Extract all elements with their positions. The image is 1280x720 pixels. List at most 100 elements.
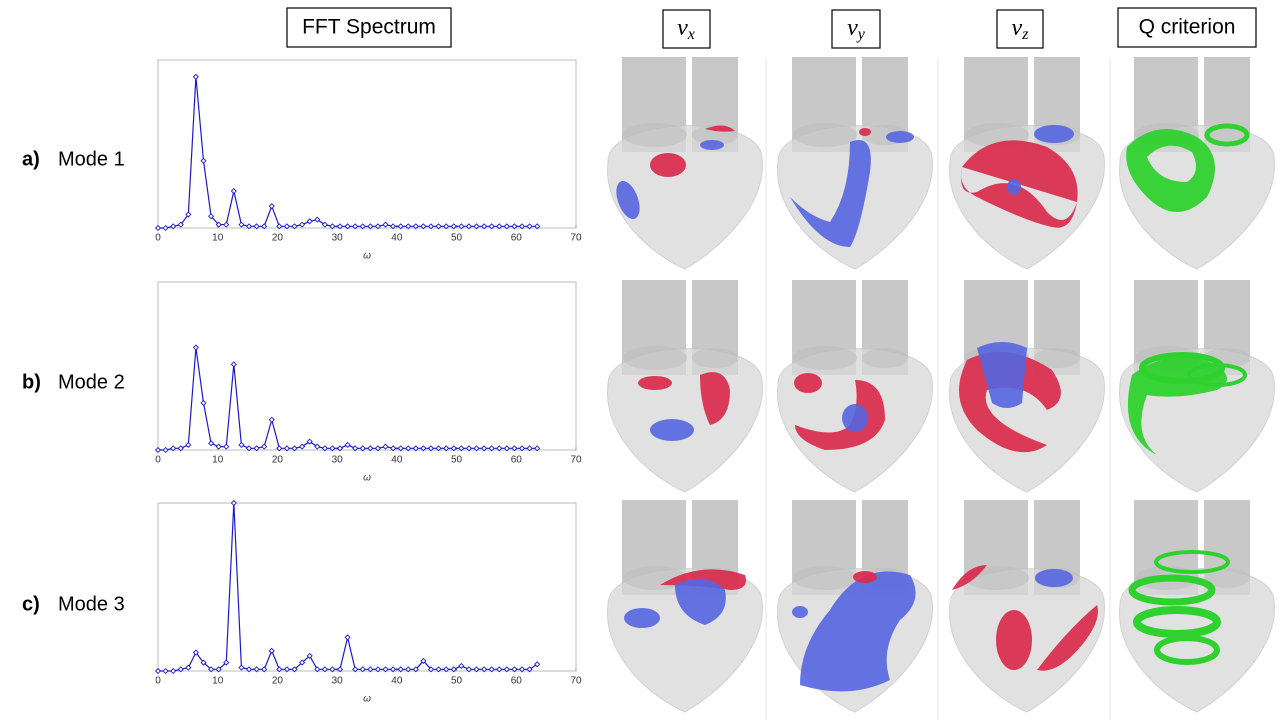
point	[238, 664, 245, 671]
x-tick-label: 30	[332, 233, 344, 244]
point	[435, 666, 442, 673]
point	[283, 445, 290, 452]
point	[359, 666, 366, 673]
point	[268, 203, 275, 210]
point	[518, 445, 526, 452]
point	[177, 445, 184, 452]
header-box	[662, 9, 711, 49]
render-vy	[777, 499, 933, 713]
point	[435, 223, 442, 230]
x-tick-label: 30	[332, 676, 344, 687]
point	[488, 223, 495, 230]
point	[352, 666, 359, 673]
point	[526, 445, 533, 452]
point	[200, 157, 207, 164]
point	[329, 666, 336, 673]
header: Q criterion	[1139, 16, 1236, 39]
subscript: y	[856, 26, 866, 43]
x-tick-label: 30	[332, 455, 344, 466]
point	[496, 445, 503, 452]
point	[427, 666, 435, 673]
point	[450, 445, 457, 452]
x-tick-label: 70	[570, 233, 582, 244]
point	[230, 361, 237, 368]
point	[154, 224, 162, 232]
point	[306, 218, 313, 225]
header: vy	[847, 15, 866, 43]
row-letter: a)	[22, 148, 40, 170]
point	[276, 223, 283, 230]
point	[465, 223, 472, 230]
x-tick-label: 10	[212, 455, 224, 466]
point	[329, 445, 336, 452]
point	[230, 499, 237, 507]
x-tick-label: 40	[391, 676, 403, 687]
header: vz	[1012, 15, 1030, 43]
x-tick-label: 60	[511, 455, 523, 466]
point	[367, 666, 374, 673]
point	[321, 445, 328, 452]
point	[481, 666, 488, 673]
point	[344, 441, 351, 448]
render-q	[1119, 56, 1275, 270]
point	[443, 666, 450, 673]
point	[496, 666, 503, 673]
plot-frame	[157, 59, 577, 229]
point	[412, 666, 419, 673]
point	[473, 223, 480, 230]
point	[253, 445, 260, 452]
point	[245, 445, 253, 452]
point	[223, 221, 230, 228]
point	[405, 445, 412, 452]
point	[382, 666, 389, 673]
point	[511, 223, 518, 230]
header-box	[996, 9, 1044, 49]
render-q	[1119, 279, 1275, 493]
point	[518, 666, 526, 673]
header: FFT Spectrum	[302, 16, 436, 39]
x-tick-label: 0	[155, 455, 161, 466]
point	[245, 666, 253, 673]
point	[336, 666, 344, 673]
point	[314, 216, 321, 223]
point	[283, 666, 290, 673]
x-tick-label: 20	[272, 233, 284, 244]
header-box	[286, 7, 452, 48]
point	[185, 664, 192, 671]
point	[405, 223, 412, 230]
point	[230, 188, 237, 195]
header-box	[831, 9, 881, 49]
point	[450, 666, 457, 673]
point	[208, 666, 215, 673]
point	[253, 223, 260, 230]
point	[382, 443, 389, 450]
render-vy	[777, 279, 933, 493]
point	[185, 211, 192, 218]
point	[291, 223, 298, 230]
point	[170, 667, 177, 675]
point	[427, 223, 435, 230]
x-axis-label: ω	[363, 251, 371, 262]
point	[200, 399, 207, 406]
point	[518, 223, 526, 230]
subscript: z	[1021, 26, 1029, 43]
point	[177, 666, 184, 673]
point	[162, 667, 169, 675]
point	[465, 445, 472, 452]
x-tick-label: 0	[155, 676, 161, 687]
row-letter: b)	[22, 371, 41, 393]
point	[344, 634, 351, 641]
point	[185, 441, 192, 448]
point	[420, 223, 427, 230]
point	[208, 440, 215, 447]
plot-frame	[157, 502, 577, 672]
x-tick-label: 10	[212, 676, 224, 687]
render-q	[1119, 499, 1275, 713]
point	[215, 443, 222, 450]
x-tick-label: 40	[391, 233, 403, 244]
point	[170, 445, 177, 452]
x-axis-label: ω	[363, 473, 371, 484]
point	[420, 445, 427, 452]
point	[374, 445, 381, 452]
